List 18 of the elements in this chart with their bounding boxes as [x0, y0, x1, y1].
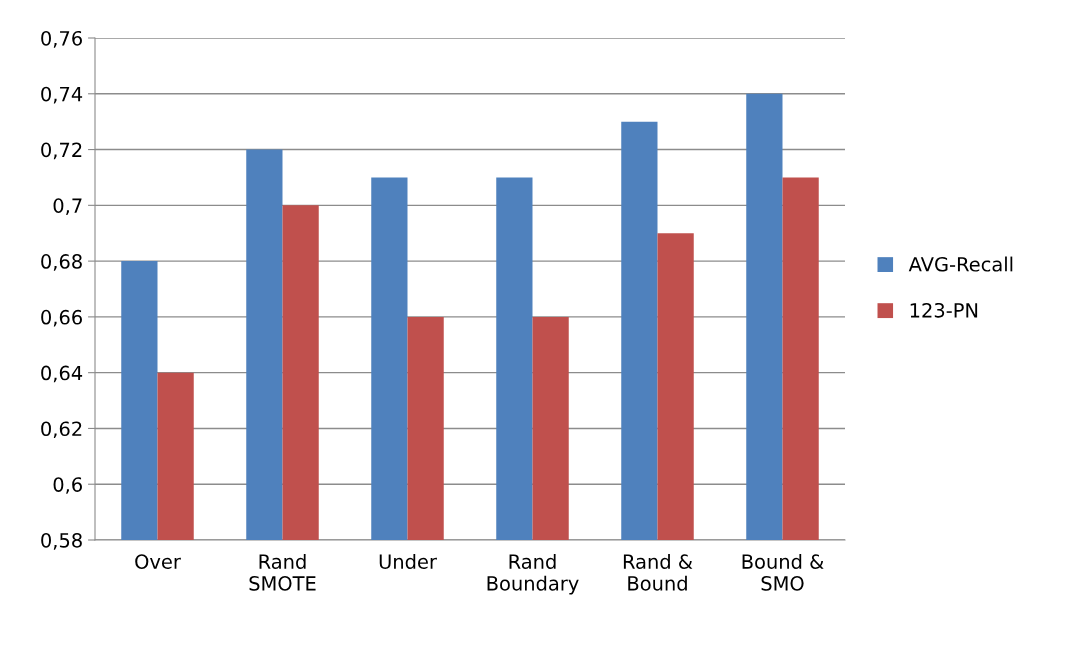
y-tick-label: 0,64: [41, 365, 83, 383]
x-tick-label: Rand Boundary: [487, 553, 579, 595]
x-tick-label: Over: [135, 554, 181, 569]
x-tick-label: Under: [379, 553, 437, 569]
y-tick-label: 0,58: [41, 532, 82, 550]
x-tick-label: Rand SMOTE: [249, 553, 316, 591]
legend-label: 123-PN: [910, 302, 978, 318]
y-tick-label: 0,62: [41, 421, 82, 439]
y-tick-label: 0,74: [41, 86, 83, 104]
y-tick-label: 0,66: [41, 309, 82, 327]
y-tick-label: 0,68: [41, 254, 82, 271]
x-tick-label: Bound & SMO: [742, 553, 824, 591]
y-tick-label: 0,6: [53, 477, 82, 494]
y-tick-label: 0,76: [41, 30, 82, 48]
legend-label: AVG-Recall: [908, 256, 1013, 272]
y-tick-label: 0,72: [41, 142, 82, 160]
y-tick-label: 0,7: [53, 198, 82, 215]
x-tick-label: Rand & Bound: [623, 553, 693, 591]
